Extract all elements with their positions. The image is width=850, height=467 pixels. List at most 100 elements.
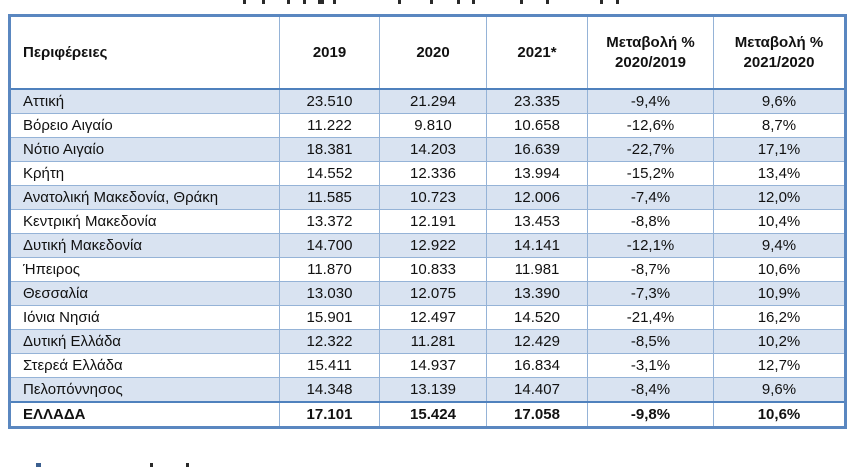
value-cell: 12.336 bbox=[379, 161, 487, 186]
value-cell: -22,7% bbox=[587, 137, 714, 162]
value-cell: 12.497 bbox=[379, 305, 487, 330]
value-cell: 23.510 bbox=[279, 88, 380, 114]
value-cell: 14.520 bbox=[486, 305, 588, 330]
value-cell: 13.372 bbox=[279, 209, 380, 234]
value-cell: 8,7% bbox=[713, 113, 846, 138]
column-header-change-2020-2019: Μεταβολή % 2020/2019 bbox=[587, 15, 714, 90]
value-cell: 12.322 bbox=[279, 329, 380, 354]
value-cell: 17,1% bbox=[713, 137, 846, 162]
region-cell: Βόρειο Αιγαίο bbox=[9, 113, 280, 138]
value-cell: 10.723 bbox=[379, 185, 487, 210]
value-cell: 12.006 bbox=[486, 185, 588, 210]
value-cell: 21.294 bbox=[379, 88, 487, 114]
total-change-2020-2019: -9,8% bbox=[587, 401, 714, 428]
value-cell: 13.030 bbox=[279, 281, 380, 306]
total-value-2021: 17.058 bbox=[486, 401, 588, 428]
total-value-2019: 17.101 bbox=[279, 401, 380, 428]
region-cell: Νότιο Αιγαίο bbox=[9, 137, 280, 162]
value-cell: 9,4% bbox=[713, 233, 846, 258]
table-row: Πελοπόννησος 14.348 13.139 14.407 -8,4% 9,6% bbox=[9, 377, 846, 403]
value-cell: 10,2% bbox=[713, 329, 846, 354]
table-row: Δυτική Ελλάδα 12.322 11.281 12.429 -8,5% 10,2… bbox=[9, 329, 846, 354]
region-cell: Αττική bbox=[9, 88, 280, 114]
value-cell: 13.139 bbox=[379, 377, 487, 403]
region-cell: Ήπειρος bbox=[9, 257, 280, 282]
value-cell: 12,0% bbox=[713, 185, 846, 210]
region-cell: Δυτική Μακεδονία bbox=[9, 233, 280, 258]
value-cell: 14.141 bbox=[486, 233, 588, 258]
region-cell: Θεσσαλία bbox=[9, 281, 280, 306]
value-cell: 14.700 bbox=[279, 233, 380, 258]
regions-table: Περιφέρειες 2019 2020 2021* Μεταβολή % 2… bbox=[8, 14, 847, 429]
table-row: Νότιο Αιγαίο 18.381 14.203 16.639 -22,7% 17,1… bbox=[9, 137, 846, 162]
value-cell: -12,6% bbox=[587, 113, 714, 138]
table-row: Ανατολική Μακεδονία, Θράκη 11.585 10.723 12… bbox=[9, 185, 846, 210]
value-cell: -15,2% bbox=[587, 161, 714, 186]
value-cell: 16.639 bbox=[486, 137, 588, 162]
value-cell: 12.429 bbox=[486, 329, 588, 354]
value-cell: 11.281 bbox=[379, 329, 487, 354]
value-cell: 9,6% bbox=[713, 377, 846, 403]
value-cell: 16,2% bbox=[713, 305, 846, 330]
value-cell: 13,4% bbox=[713, 161, 846, 186]
value-cell: 15.901 bbox=[279, 305, 380, 330]
value-cell: 15.411 bbox=[279, 353, 380, 378]
table-body: Αττική 23.510 21.294 23.335 -9,4% 9,6% Βόρειο … bbox=[9, 88, 846, 428]
value-cell: 13.453 bbox=[486, 209, 588, 234]
value-cell: 10,4% bbox=[713, 209, 846, 234]
value-cell: -8,4% bbox=[587, 377, 714, 403]
value-cell: 18.381 bbox=[279, 137, 380, 162]
value-cell: 13.390 bbox=[486, 281, 588, 306]
value-cell: -3,1% bbox=[587, 353, 714, 378]
total-row: ΕΛΛΑΔΑ 17.101 15.424 17.058 -9,8% 10,6% bbox=[9, 401, 846, 428]
table-row: Δυτική Μακεδονία 14.700 12.922 14.141 -12,1%… bbox=[9, 233, 846, 258]
value-cell: 14.348 bbox=[279, 377, 380, 403]
region-cell: Ανατολική Μακεδονία, Θράκη bbox=[9, 185, 280, 210]
value-cell: -8,8% bbox=[587, 209, 714, 234]
table-row: Βόρειο Αιγαίο 11.222 9.810 10.658 -12,6% 8,7% bbox=[9, 113, 846, 138]
region-cell: Πελοπόννησος bbox=[9, 377, 280, 403]
region-cell: Δυτική Ελλάδα bbox=[9, 329, 280, 354]
table-row: Κρήτη 14.552 12.336 13.994 -15,2% 13,4% bbox=[9, 161, 846, 186]
value-cell: 10,6% bbox=[713, 257, 846, 282]
region-cell: Στερεά Ελλάδα bbox=[9, 353, 280, 378]
table-row: Ιόνια Νησιά 15.901 12.497 14.520 -21,4% 16,2% bbox=[9, 305, 846, 330]
value-cell: 10.833 bbox=[379, 257, 487, 282]
value-cell: 23.335 bbox=[486, 88, 588, 114]
value-cell: 12.075 bbox=[379, 281, 487, 306]
value-cell: 10.658 bbox=[486, 113, 588, 138]
value-cell: 14.552 bbox=[279, 161, 380, 186]
value-cell: 14.937 bbox=[379, 353, 487, 378]
value-cell: -12,1% bbox=[587, 233, 714, 258]
region-cell: Κρήτη bbox=[9, 161, 280, 186]
table-row: Θεσσαλία 13.030 12.075 13.390 -7,3% 10,9% bbox=[9, 281, 846, 306]
table-row: Αττική 23.510 21.294 23.335 -9,4% 9,6% bbox=[9, 88, 846, 114]
table-row: Ήπειρος 11.870 10.833 11.981 -8,7% 10,6% bbox=[9, 257, 846, 282]
table-row: Στερεά Ελλάδα 15.411 14.937 16.834 -3,1% 12,7… bbox=[9, 353, 846, 378]
value-cell: 12,7% bbox=[713, 353, 846, 378]
total-label: ΕΛΛΑΔΑ bbox=[9, 401, 280, 428]
value-cell: 11.981 bbox=[486, 257, 588, 282]
value-cell: 13.994 bbox=[486, 161, 588, 186]
value-cell: 14.203 bbox=[379, 137, 487, 162]
value-cell: -7,4% bbox=[587, 185, 714, 210]
column-header-2021: 2021* bbox=[486, 15, 588, 90]
value-cell: 12.922 bbox=[379, 233, 487, 258]
value-cell: 11.870 bbox=[279, 257, 380, 282]
total-value-2020: 15.424 bbox=[379, 401, 487, 428]
table-row: Κεντρική Μακεδονία 13.372 12.191 13.453 -8,8… bbox=[9, 209, 846, 234]
column-header-2020: 2020 bbox=[379, 15, 487, 90]
value-cell: 16.834 bbox=[486, 353, 588, 378]
value-cell: -8,7% bbox=[587, 257, 714, 282]
column-header-change-2021-2020: Μεταβολή % 2021/2020 bbox=[713, 15, 846, 90]
column-header-regions: Περιφέρειες bbox=[9, 15, 280, 90]
value-cell: 9.810 bbox=[379, 113, 487, 138]
table-header: Περιφέρειες 2019 2020 2021* Μεταβολή % 2… bbox=[9, 15, 846, 90]
total-change-2021-2020: 10,6% bbox=[713, 401, 846, 428]
value-cell: 10,9% bbox=[713, 281, 846, 306]
value-cell: 11.222 bbox=[279, 113, 380, 138]
value-cell: -8,5% bbox=[587, 329, 714, 354]
value-cell: 11.585 bbox=[279, 185, 380, 210]
value-cell: -21,4% bbox=[587, 305, 714, 330]
column-header-2019: 2019 bbox=[279, 15, 380, 90]
